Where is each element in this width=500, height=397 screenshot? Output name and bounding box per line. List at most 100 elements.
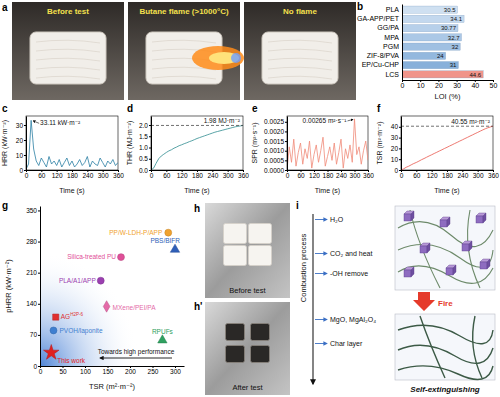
data-label: 24 xyxy=(437,53,444,59)
tick: 60 xyxy=(297,170,305,179)
tick-label: 20 xyxy=(435,82,443,89)
tick: ZIF-8/PVA xyxy=(367,52,399,59)
panel-h: Before testAfter test xyxy=(205,203,290,395)
tick-label: 0.5 xyxy=(139,155,148,162)
foam-sample xyxy=(249,224,272,244)
photo-background xyxy=(244,2,356,100)
tick-label: EP/Cu-CHP xyxy=(362,61,400,68)
label-text: MXene/PEI/PA xyxy=(113,304,157,311)
cube-side xyxy=(447,217,450,227)
tick-label: 0 xyxy=(394,167,398,174)
fiber xyxy=(398,245,493,268)
data-label: 31 xyxy=(450,62,457,68)
tick: 0.5 xyxy=(139,155,151,162)
process-arrow xyxy=(312,214,313,384)
tick: 10 xyxy=(16,152,26,159)
tick-label: 1.0 xyxy=(139,144,148,151)
char-strand xyxy=(398,345,493,363)
data-label: 44.6 xyxy=(469,72,481,78)
series-line xyxy=(401,126,493,170)
tick-label: 150 xyxy=(103,368,114,375)
cube-front xyxy=(480,262,487,269)
tick: 50 xyxy=(59,366,67,375)
cube-front xyxy=(404,270,411,277)
step-label: CO₂ and heat xyxy=(330,250,372,257)
axis-title: pHRR (kW·m⁻²) xyxy=(4,259,13,313)
tick-label: 0 xyxy=(401,82,405,89)
plot-frame xyxy=(26,116,118,170)
foam-texture xyxy=(268,49,332,52)
cube-side xyxy=(411,267,414,277)
tick: 0.0010 xyxy=(264,147,287,154)
panel-letter: b xyxy=(357,1,363,12)
tick-label: 20 xyxy=(391,145,399,152)
axis: 070140210280350 xyxy=(26,207,40,370)
step-label: -OH remove xyxy=(330,270,368,277)
ldh-cube xyxy=(404,267,414,277)
material-box xyxy=(395,206,495,290)
material-box xyxy=(395,314,495,380)
axis-title: THR (MJ·m⁻²) xyxy=(126,121,134,166)
tick: 0 xyxy=(39,366,43,375)
tick-label: 0 xyxy=(150,172,154,179)
tick-label: 30 xyxy=(16,122,24,129)
tick-mark xyxy=(399,138,401,139)
tick: 30 xyxy=(16,122,26,129)
plot-area xyxy=(26,120,118,169)
axis: 01020304050 xyxy=(401,80,498,89)
tick: 0.0020 xyxy=(264,128,287,135)
tick-label: 0.0000 xyxy=(264,167,284,174)
tick-label: 120 xyxy=(309,172,320,179)
tick: 60 xyxy=(38,170,46,179)
plot-area xyxy=(401,126,493,170)
panel-line: 33.11 kW·m⁻²0601201802403003600102030Tim… xyxy=(1,116,124,195)
axis-title: Time (s) xyxy=(59,187,84,195)
cube-front xyxy=(404,214,411,221)
tick: 60 xyxy=(413,170,421,179)
cube-front xyxy=(440,220,447,227)
step-arrow xyxy=(315,343,327,344)
tick-label: 0 xyxy=(33,363,37,370)
point-label: AGH2P-6 xyxy=(61,312,84,320)
label-text: PBS/BIFR xyxy=(150,237,180,244)
ldh-cube xyxy=(476,213,486,223)
foil-background xyxy=(205,203,290,298)
tick-label: 0 xyxy=(39,368,43,375)
data-label: 30.77 xyxy=(441,25,457,31)
tick: 20 xyxy=(391,145,401,152)
tick: 360 xyxy=(363,170,374,179)
foam-texture xyxy=(268,76,332,79)
plot-area xyxy=(402,6,483,78)
tick: 120 xyxy=(52,170,63,179)
tick-mark xyxy=(285,122,287,123)
axis-line xyxy=(403,80,494,81)
tick: 10 xyxy=(417,80,425,89)
tick-label: PGM xyxy=(383,43,399,50)
step-label: H₂O xyxy=(330,216,344,223)
bar xyxy=(402,71,483,78)
tick-label: 2.0 xyxy=(139,122,148,129)
tick-mark xyxy=(399,159,401,160)
tick: 240 xyxy=(82,170,93,179)
ldh-cube xyxy=(420,243,430,253)
tick-label: 0.0005 xyxy=(264,157,284,164)
tick: 210 xyxy=(26,269,40,276)
axis: 010203040 xyxy=(391,117,402,174)
data-label: 32 xyxy=(452,44,459,50)
tick-label: 240 xyxy=(82,172,93,179)
tick: 200 xyxy=(125,366,136,375)
foam-texture xyxy=(268,58,332,61)
foam-texture xyxy=(36,49,100,52)
tick-mark xyxy=(24,170,26,171)
scatter-point xyxy=(158,335,167,343)
tick: MPA xyxy=(384,34,399,41)
point-label: PBS/BIFR xyxy=(150,237,180,244)
panel-b: 30.534.130.7732.732243144.601020304050PL… xyxy=(357,5,498,102)
tick-label: 0.0025 xyxy=(264,118,284,125)
tick-label: 30 xyxy=(391,134,399,141)
label-superscript: H2P-6 xyxy=(70,312,83,317)
axis-line xyxy=(151,117,152,171)
tick: 0.0025 xyxy=(264,118,287,125)
tick-mark xyxy=(24,155,26,156)
cube-side xyxy=(469,241,472,251)
